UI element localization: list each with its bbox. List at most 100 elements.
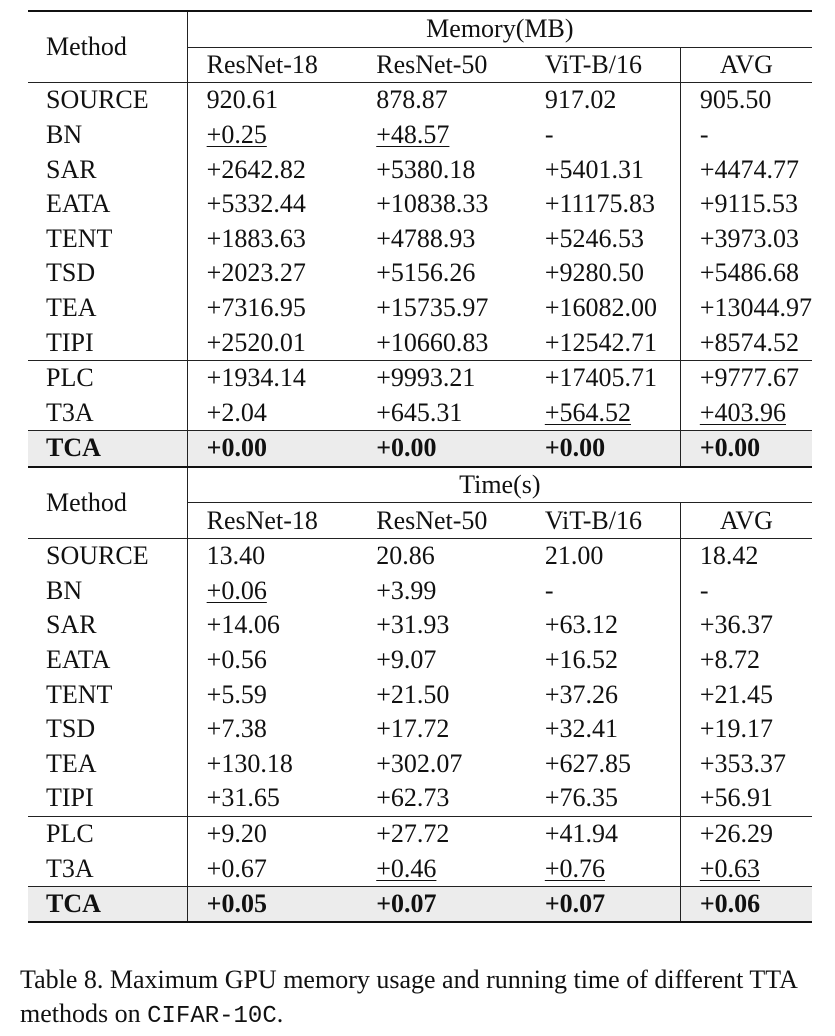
table-row: TSD +7.38 +17.72 +32.41 +19.17 <box>28 711 812 747</box>
method-name: TENT <box>46 679 113 709</box>
table-cell: - <box>679 117 812 153</box>
method-name: EATA <box>46 644 111 674</box>
table-cell: - <box>544 575 554 605</box>
table-cell: +41.94 <box>526 815 681 852</box>
table-cell: +0.07 <box>526 885 681 924</box>
table-cell: 917.02 <box>526 82 681 118</box>
method-name: SOURCE <box>28 82 188 118</box>
table-cell: +0.56 <box>186 642 357 678</box>
table-cell: +7316.95 <box>186 290 357 326</box>
table-cell: +63.12 <box>544 610 618 640</box>
table-cell: +16.52 <box>544 644 618 674</box>
table-cell: +0.25 <box>186 117 357 153</box>
time-section-title: Time(s) <box>186 465 812 503</box>
table-cell: +31.65 <box>186 781 357 817</box>
method-name: TSD <box>46 258 96 288</box>
method-name: TEA <box>46 293 97 323</box>
table-cell: +130.18 <box>186 746 357 782</box>
method-name: BN <box>46 575 83 605</box>
table-cell: - <box>679 573 812 609</box>
time-column-header: ResNet-50 <box>356 502 527 539</box>
memory-header-row: Method Memory(MB) <box>28 9 812 83</box>
table-row: TENT +1883.63 +4788.93 +5246.53 +3973.03 <box>28 221 812 257</box>
method-name: T3A <box>46 397 94 427</box>
table-cell-underlined: +0.06 <box>206 575 267 605</box>
table-cell: - <box>544 120 554 150</box>
method-name: SOURCE <box>28 537 188 574</box>
table-cell: 20.86 <box>356 537 527 574</box>
memory-column-header-row: ResNet-18 ResNet-50 ViT-B/16 AVG <box>28 46 812 83</box>
method-name: PLC <box>28 359 188 396</box>
table-cell: +0.67 <box>186 851 357 887</box>
table-cell: +37.26 <box>544 679 618 709</box>
table-cell: +0.05 <box>186 885 357 924</box>
table-row: TSD +2023.27 +5156.26 +9280.50 +5486.68 <box>28 256 812 291</box>
table-cell: +3973.03 <box>679 221 812 257</box>
table-cell: +4474.77 <box>679 152 812 187</box>
table-cell: +0.00 <box>186 430 357 468</box>
method-name: TEA <box>46 748 97 778</box>
table-cell: +9993.21 <box>356 359 527 396</box>
table-cell: +21.50 <box>376 679 450 709</box>
memory-column-header: ViT-B/16 <box>526 46 681 83</box>
table-cell: +8.72 <box>679 642 812 678</box>
table-cell: 920.61 <box>186 82 357 118</box>
table-cell: +31.93 <box>376 610 450 640</box>
table-cell: +62.73 <box>376 783 450 813</box>
method-name: TIPI <box>46 327 94 357</box>
table-row: PLC +9.20 +27.72 +41.94 +26.29 <box>28 815 812 852</box>
table-row: TIPI +31.65 +62.73 +76.35 +56.91 <box>28 781 812 817</box>
time-column-header: AVG <box>679 502 812 539</box>
table-cell: +3.99 <box>376 575 437 605</box>
table-cell: +0.46 <box>356 851 527 886</box>
table-cell: +0.06 <box>186 573 357 609</box>
table-cell: +9280.50 <box>544 258 644 288</box>
method-name: SAR <box>46 154 97 184</box>
table-cell: +5332.44 <box>186 186 357 222</box>
table-cell-underlined: +0.25 <box>206 120 267 150</box>
table-cell-underlined: +403.96 <box>699 397 786 427</box>
results-table-body: Method Memory(MB) ResNet-18 ResNet-50 ViT-B/… <box>28 9 812 924</box>
table-row: TEA +7316.95 +15735.97 +16082.00 +13044.97 <box>28 290 812 326</box>
table-cell: +2.04 <box>186 395 357 431</box>
table-row: SOURCE 13.40 20.86 21.00 18.42 <box>28 537 812 574</box>
caption-text: Table 8. Maximum GPU memory usage and ru… <box>20 965 797 1028</box>
table-row: TIPI +2520.01 +10660.83 +12542.71 +8574.52 <box>28 325 812 361</box>
memory-method-header: Method <box>28 10 188 83</box>
table-cell-underlined: +0.46 <box>376 853 437 883</box>
memory-column-header: AVG <box>679 46 812 83</box>
table-cell: 13.40 <box>186 537 357 574</box>
results-table: Method Memory(MB) ResNet-18 ResNet-50 ViT-B/… <box>28 9 812 924</box>
table-cell: +12542.71 <box>544 327 657 357</box>
table-row: T3A +0.67 +0.46 +0.76 +0.63 <box>28 851 812 887</box>
table-cell: +9777.67 <box>679 359 812 396</box>
method-name: TSD <box>46 714 96 744</box>
memory-section-title: Memory(MB) <box>186 9 812 48</box>
table-cell: +13044.97 <box>679 290 812 326</box>
table-row: TEA +130.18 +302.07 +627.85 +353.37 <box>28 746 812 782</box>
table-row: EATA +0.56 +9.07 +16.52 +8.72 <box>28 642 812 678</box>
table-row: SAR +2642.82 +5380.18 +5401.31 +4474.77 <box>28 152 812 187</box>
table-cell: +17.72 <box>376 714 450 744</box>
table-caption: Table 8. Maximum GPU memory usage and ru… <box>20 963 820 1034</box>
table-cell: +5486.68 <box>679 256 812 291</box>
table-cell: +21.45 <box>679 677 812 712</box>
time-column-header: ViT-B/16 <box>526 502 681 539</box>
table-cell: +9.20 <box>186 815 357 852</box>
table-cell: +10660.83 <box>376 327 489 357</box>
table-row: EATA +5332.44 +10838.33 +11175.83 +9115.53 <box>28 186 812 222</box>
table-cell: +16082.00 <box>544 293 657 323</box>
table-cell: +5246.53 <box>544 223 644 253</box>
table-cell-underlined: +0.63 <box>699 853 760 883</box>
table-cell: +0.63 <box>679 851 812 887</box>
table-row: TENT +5.59 +21.50 +37.26 +21.45 <box>28 677 812 712</box>
method-name: TIPI <box>46 783 94 813</box>
method-name: TCA <box>28 430 188 468</box>
table-cell: +2642.82 <box>186 152 357 187</box>
method-name: PLC <box>28 815 188 852</box>
table-cell: +0.07 <box>356 885 527 924</box>
table-cell: 878.87 <box>356 82 527 118</box>
table-cell: +5401.31 <box>544 154 644 184</box>
time-header-row: Method Time(s) <box>28 465 812 539</box>
table-cell: +627.85 <box>544 748 631 778</box>
